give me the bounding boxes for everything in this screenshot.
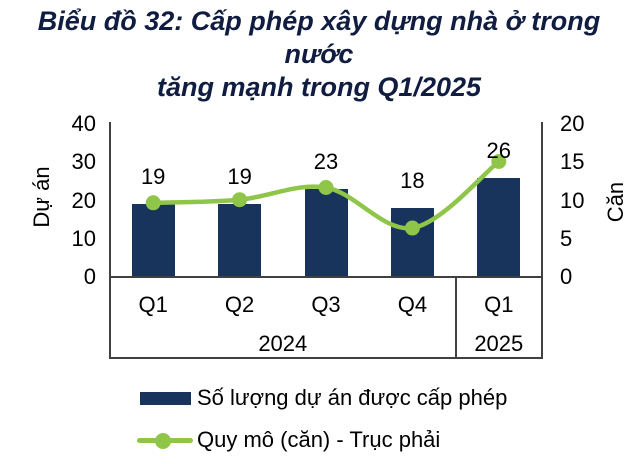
bar-value-label: 26 xyxy=(486,137,512,163)
x-year-label: 2025 xyxy=(474,331,524,356)
bar xyxy=(477,177,521,277)
right-axis-tick: 5 xyxy=(560,225,573,251)
bar xyxy=(218,204,262,277)
year-separator-line xyxy=(454,278,457,357)
bar-value-label: 18 xyxy=(400,168,425,194)
legend-bar-swatch xyxy=(140,392,191,405)
left-axis-tick: 10 xyxy=(71,225,96,251)
category-bottom-line xyxy=(109,357,543,359)
left-axis-tick: 30 xyxy=(71,149,96,175)
bar xyxy=(304,189,348,277)
right-axis-tick: 10 xyxy=(560,187,585,213)
chart-title-line2: tăng mạnh trong Q1/2025 xyxy=(156,72,482,102)
legend-line-marker-icon xyxy=(155,433,171,449)
bar xyxy=(390,208,434,277)
bar-value-label: 19 xyxy=(227,164,252,190)
x-axis-line xyxy=(109,276,543,278)
left-axis-line xyxy=(109,122,111,358)
chart-title: Biểu đồ 32: Cấp phép xây dựng nhà ở tron… xyxy=(0,5,638,104)
x-category-label: Q4 xyxy=(397,292,428,317)
left-axis-tick: 20 xyxy=(71,187,96,213)
bar xyxy=(131,204,175,277)
left-axis-tick: 40 xyxy=(71,111,96,136)
x-category-label: Q1 xyxy=(138,292,168,317)
x-year-label: 2024 xyxy=(258,331,308,356)
right-axis-tick: 15 xyxy=(560,149,585,175)
legend-line-label: Quy mô (căn) - Trục phải xyxy=(197,427,441,452)
x-category-label: Q1 xyxy=(484,292,514,317)
left-axis-title: Dự án xyxy=(29,166,54,228)
bar-value-label: 23 xyxy=(313,149,339,175)
left-axis-tick: 0 xyxy=(83,264,96,289)
legend-bar-label: Số lượng dự án được cấp phép xyxy=(197,385,508,410)
right-axis-tick: 20 xyxy=(560,111,585,136)
chart-title-line1: Biểu đồ 32: Cấp phép xây dựng nhà ở tron… xyxy=(37,6,601,69)
right-axis-title: Căn xyxy=(603,181,628,223)
right-axis-tick: 0 xyxy=(560,264,573,289)
x-category-label: Q3 xyxy=(311,292,341,317)
bar-value-label: 19 xyxy=(140,164,166,190)
x-category-label: Q2 xyxy=(224,292,255,317)
right-axis-line xyxy=(541,122,543,358)
